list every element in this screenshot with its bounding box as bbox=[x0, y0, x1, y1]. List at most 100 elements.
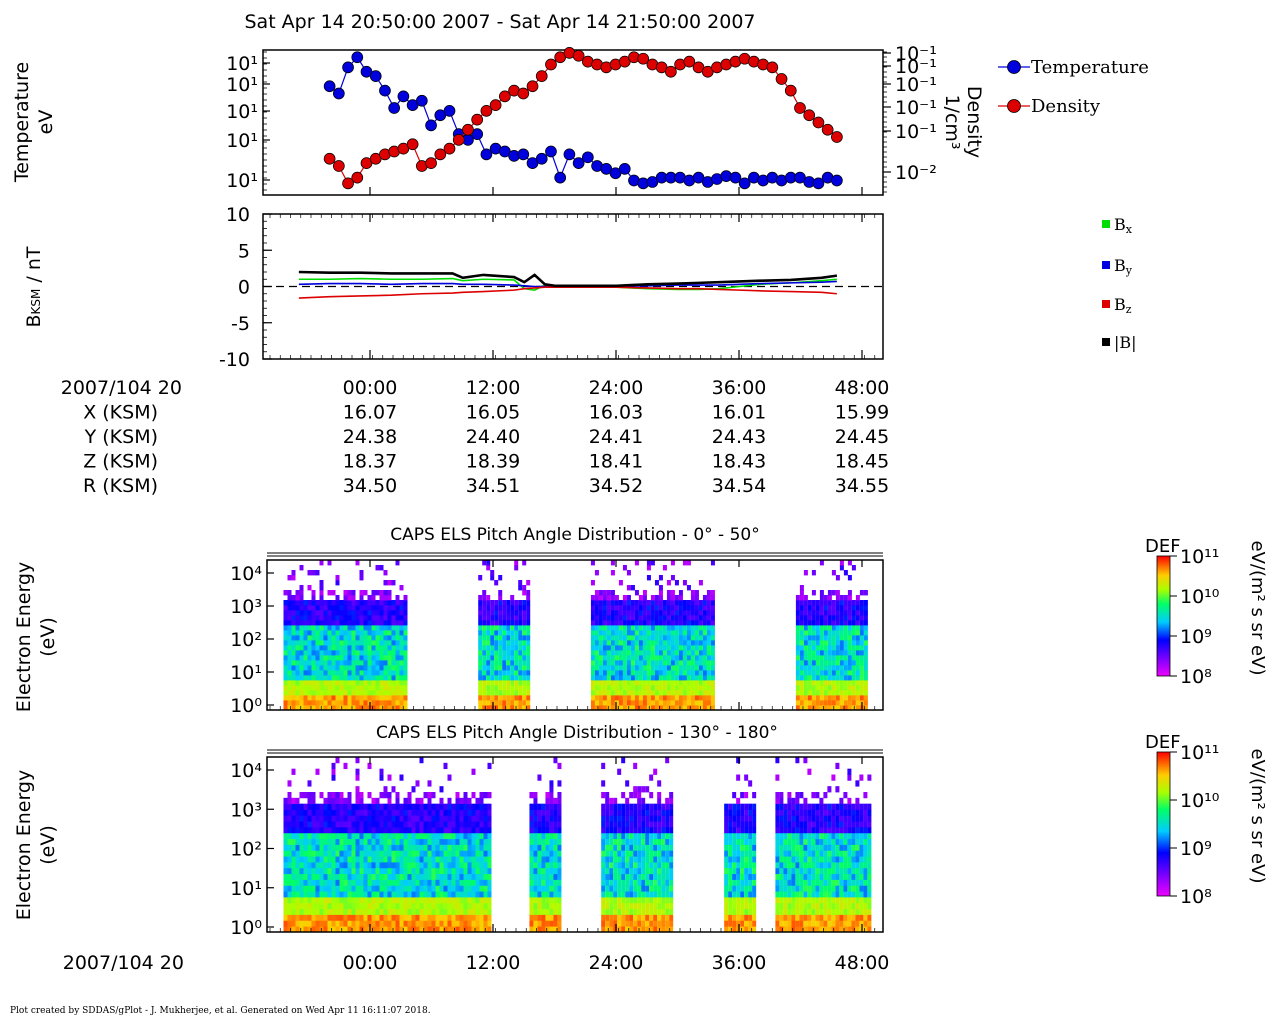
els-low-cell bbox=[622, 650, 627, 656]
els-high-cell bbox=[379, 862, 384, 869]
els-high-cell bbox=[467, 821, 472, 828]
els-low-cell bbox=[819, 640, 824, 646]
els-low-cell bbox=[526, 655, 531, 661]
ephemeris-cell: 24.38 bbox=[343, 426, 397, 448]
els-low-cell bbox=[383, 630, 388, 636]
els-low-cell bbox=[303, 635, 308, 641]
els-high-cell bbox=[355, 774, 360, 781]
els-low-cell bbox=[351, 680, 356, 686]
els-high-cell bbox=[831, 827, 836, 834]
els-high-cell bbox=[483, 862, 488, 869]
els-high-cell bbox=[435, 914, 440, 921]
els-high-cell bbox=[645, 914, 650, 921]
els-low-cell bbox=[379, 695, 384, 701]
els-high-cell bbox=[331, 867, 336, 875]
els-low-cell bbox=[654, 690, 659, 696]
els-low-cell bbox=[819, 560, 824, 566]
els-high-cell bbox=[847, 768, 852, 775]
els-low-cell bbox=[367, 690, 372, 696]
els-low-cell bbox=[666, 700, 671, 706]
els-low-cell bbox=[355, 640, 360, 646]
els-high-cell bbox=[463, 926, 468, 933]
els-low-cell bbox=[399, 615, 404, 621]
els-low-cell bbox=[662, 705, 667, 711]
els-high-cell bbox=[459, 809, 464, 816]
els-low-cell bbox=[494, 665, 499, 671]
els-high-cell bbox=[839, 815, 844, 822]
els-high-cell bbox=[633, 838, 638, 845]
els-low-cell bbox=[371, 695, 376, 701]
els-high-cell bbox=[645, 838, 650, 845]
els-low-cell bbox=[347, 640, 352, 646]
els-high-cell bbox=[633, 803, 638, 810]
els-high-cell bbox=[605, 803, 610, 810]
els-low-cell bbox=[678, 690, 683, 696]
els-high-cell bbox=[307, 838, 312, 845]
els-high-cell bbox=[549, 862, 554, 869]
els-high-cell bbox=[795, 803, 800, 810]
els-low-cell bbox=[490, 620, 495, 626]
els-high-cell bbox=[629, 897, 634, 904]
els-low-cell bbox=[839, 670, 844, 676]
els-low-cell bbox=[674, 615, 679, 621]
els-high-cell bbox=[467, 867, 472, 875]
els-high-cell bbox=[383, 873, 388, 880]
els-low-cell bbox=[827, 655, 832, 661]
els-high-cell bbox=[419, 815, 424, 822]
els-high-cell bbox=[379, 867, 384, 875]
els-low-cell bbox=[666, 665, 671, 671]
els-low-cell bbox=[502, 700, 507, 706]
els-low-cell bbox=[498, 625, 503, 631]
els-high-cell bbox=[621, 827, 626, 834]
els-high-cell bbox=[645, 897, 650, 904]
els-high-cell bbox=[327, 891, 332, 898]
els-low-cell bbox=[855, 660, 860, 666]
els-high-cell bbox=[423, 926, 428, 933]
els-low-cell bbox=[359, 695, 364, 701]
els-low-cell bbox=[355, 705, 360, 711]
els-low-cell bbox=[795, 630, 800, 636]
els-high-cell bbox=[799, 873, 804, 880]
els-low-cell bbox=[339, 675, 344, 681]
els-low-cell bbox=[642, 705, 647, 711]
els-low-cell bbox=[626, 625, 631, 631]
els-low-cell bbox=[486, 565, 491, 571]
els-high-cell bbox=[359, 821, 364, 828]
els-low-cell bbox=[795, 635, 800, 641]
els-high-cell bbox=[467, 920, 472, 927]
els-high-cell bbox=[752, 914, 757, 921]
els-low-cell bbox=[498, 665, 503, 671]
els-high-cell bbox=[283, 827, 288, 834]
els-low-cell bbox=[494, 620, 499, 626]
els-low-cell bbox=[835, 575, 840, 581]
els-high-cell bbox=[621, 914, 626, 921]
els-high-cell bbox=[347, 873, 352, 880]
els-low-cell bbox=[395, 695, 400, 701]
els-high-cell bbox=[601, 762, 606, 770]
els-high-cell bbox=[399, 885, 404, 892]
els-low-cell bbox=[694, 610, 699, 616]
els-low-cell bbox=[375, 680, 380, 686]
els-low-cell bbox=[379, 630, 384, 636]
els-high-cell bbox=[391, 856, 396, 863]
els-high-cell bbox=[463, 803, 468, 810]
els-low-cell bbox=[482, 645, 487, 651]
els-high-cell bbox=[299, 897, 304, 904]
els-low-cell bbox=[674, 655, 679, 661]
els-high-cell bbox=[803, 926, 808, 933]
els-high-cell bbox=[669, 792, 674, 799]
els-high-cell bbox=[351, 897, 356, 904]
els-high-cell bbox=[728, 867, 733, 875]
els-high-cell bbox=[553, 879, 558, 886]
els-high-cell bbox=[299, 920, 304, 927]
els-high-cell bbox=[835, 815, 840, 822]
els-low-cell bbox=[670, 645, 675, 651]
els-high-cell bbox=[752, 803, 757, 810]
els-high-cell bbox=[483, 844, 488, 851]
els-high-cell bbox=[653, 873, 658, 880]
els-low-cell bbox=[823, 650, 828, 656]
els-low-cell bbox=[863, 635, 868, 641]
els-low-cell bbox=[590, 660, 595, 666]
els-low-cell bbox=[594, 590, 599, 596]
els-high-cell bbox=[557, 827, 562, 834]
